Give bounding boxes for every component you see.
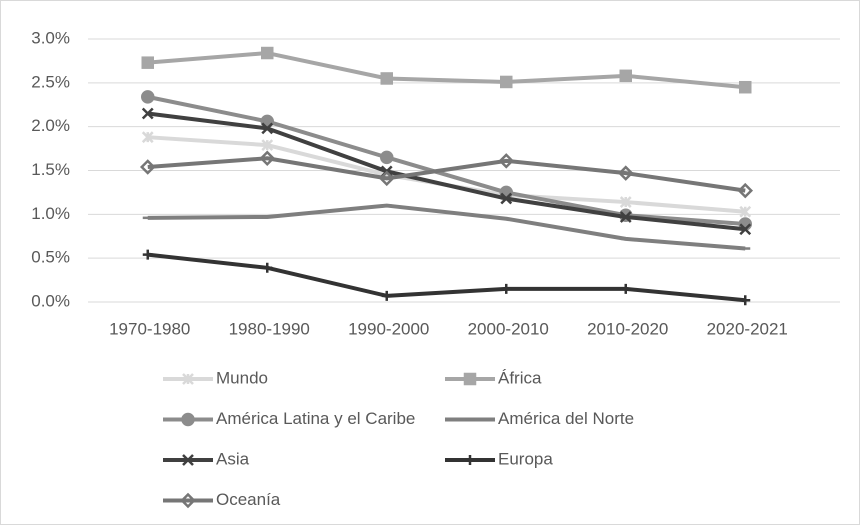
y-tick-label: 2.5% [31,72,70,91]
marker [142,249,153,260]
x-tick-label: 1970-1980 [109,319,190,338]
x-tick-label: 1990-2000 [348,319,429,338]
marker [141,107,154,120]
y-tick-label: 0.0% [31,291,70,310]
marker [501,283,512,294]
marker [739,205,752,218]
series-line [147,252,746,303]
series-line [147,51,746,90]
marker [380,72,393,85]
marker [619,196,632,208]
x-tick-label: 1980-1990 [229,319,310,338]
y-tick-label: 1.5% [31,160,70,179]
marker [465,455,475,465]
y-tick-label: 2.0% [31,116,70,135]
series-line [147,203,746,251]
y-tick-label: 1.0% [31,204,70,223]
marker [141,56,154,69]
marker [262,262,273,273]
marker [500,192,513,205]
marker [182,373,194,385]
series-line [147,111,746,232]
x-tick-label: 2020-2021 [707,319,788,338]
marker [141,90,155,104]
x-tick-label: 2010-2020 [587,319,668,338]
marker [620,283,631,294]
marker [378,170,395,187]
legend-label: África [498,368,542,387]
legend-label: Asia [216,449,250,468]
marker [463,372,477,386]
marker [181,412,195,427]
legend-label: Europa [498,449,553,468]
y-tick-label: 3.0% [31,28,70,47]
marker [500,75,513,89]
legend-label: América del Norte [498,409,634,428]
marker [180,492,196,509]
y-tick-label: 0.5% [31,248,70,267]
marker [261,122,274,135]
marker [619,211,632,223]
legend-label: Mundo [216,368,268,387]
marker [139,159,156,175]
series-line [147,156,746,193]
legend-label: América Latina y el Caribe [216,409,415,428]
marker [259,150,276,166]
marker [182,454,194,466]
marker [737,182,754,199]
marker [619,69,632,83]
marker [261,46,274,60]
marker [739,223,752,236]
marker [498,153,515,169]
marker [617,165,634,181]
legend-label: Oceanía [216,490,281,509]
x-tick-label: 2000-2010 [468,319,549,338]
marker [740,295,751,306]
marker [381,290,392,301]
marker [261,139,274,151]
marker [141,131,154,144]
series-line [147,94,746,226]
marker [739,80,752,94]
marker [380,150,394,165]
